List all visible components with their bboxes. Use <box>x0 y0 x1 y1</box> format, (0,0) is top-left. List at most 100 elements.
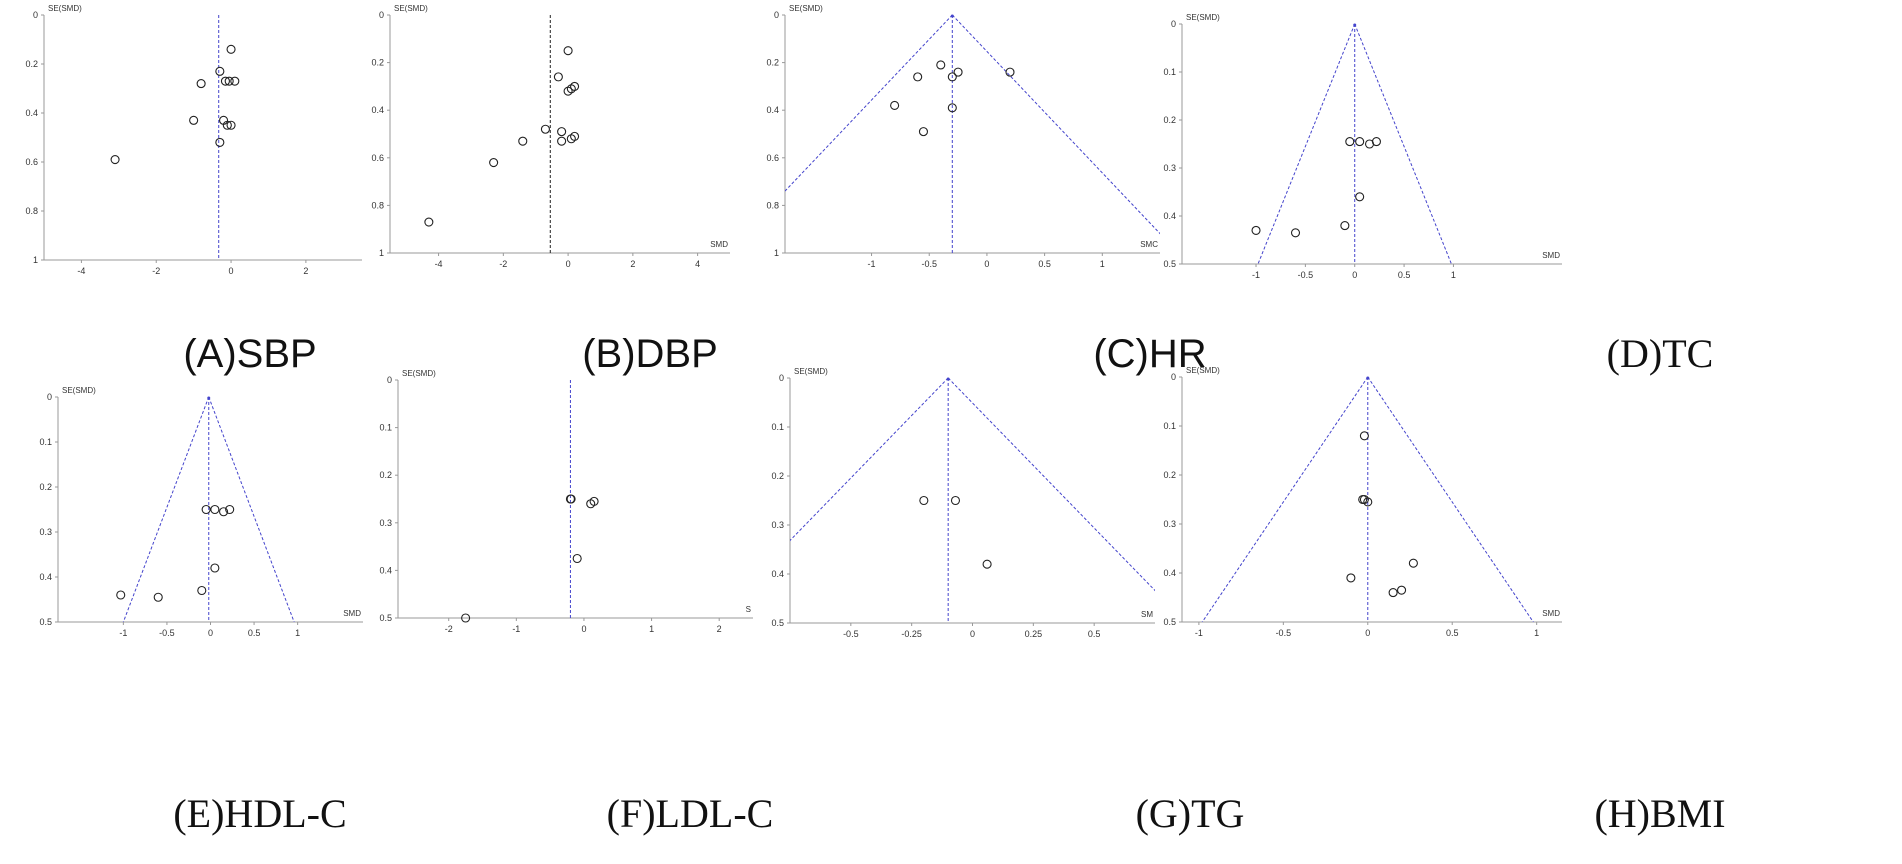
study-point <box>1408 558 1418 568</box>
funnel-left-boundary <box>122 397 210 622</box>
x-axis-label: S <box>746 605 751 614</box>
x-axis-label: SMD <box>710 240 728 249</box>
study-point <box>1359 431 1369 441</box>
study-point <box>950 495 961 506</box>
y-tick-label: 0.5 <box>1163 617 1176 627</box>
x-tick-label: 0.5 <box>1398 270 1411 280</box>
y-tick-label: 0.2 <box>379 470 392 480</box>
funnel-plot-b: 0 0.2 0.4 0.6 0.8 1 -4 -2 0 2 4 SE(SMD) SMD <box>371 4 730 269</box>
x-tick-label: 2 <box>630 259 635 269</box>
study-point <box>226 44 236 54</box>
study-point <box>1363 497 1373 507</box>
x-tick-label: 0.5 <box>1038 259 1051 269</box>
y-axis-label: SE(SMD) <box>1186 13 1220 22</box>
caption-h: (H)BMI <box>1594 791 1726 836</box>
x-tick-label: -0.5 <box>1276 628 1292 638</box>
y-tick-label: 0.1 <box>1163 421 1176 431</box>
study-point <box>936 60 946 70</box>
y-tick-label: 0.2 <box>766 58 779 68</box>
y-tick-label: 0.3 <box>379 518 392 528</box>
study-point <box>1346 573 1356 583</box>
funnel-left-boundary <box>785 15 953 192</box>
study-point <box>1371 137 1381 147</box>
y-tick-label: 0.4 <box>1163 211 1176 221</box>
x-axis-label: SMC <box>1140 240 1158 249</box>
funnel-right-boundary <box>208 397 295 622</box>
study-point <box>913 72 923 82</box>
study-point <box>215 66 225 76</box>
y-tick-label: 0.2 <box>371 58 384 68</box>
study-point <box>110 155 120 165</box>
x-tick-label: -1 <box>868 259 876 269</box>
study-point <box>197 585 207 596</box>
study-point <box>540 124 550 134</box>
study-point <box>557 127 567 137</box>
study-point <box>947 103 957 113</box>
y-tick-label: 1 <box>379 248 384 258</box>
funnel-plot-c: 0 0.2 0.4 0.6 0.8 1 -1 -0.5 0 0.5 1 SE(SMD) SMC <box>766 4 1160 269</box>
y-tick-label: 0.2 <box>1163 470 1176 480</box>
y-tick-label: 0.4 <box>371 105 384 115</box>
funnel-plot-e: 0 0.1 0.2 0.3 0.4 0.5 -1 -0.5 0 0.5 1 SE(SMD) SMD <box>39 386 363 638</box>
y-tick-label: 0 <box>387 375 392 385</box>
x-tick-label: 1 <box>1451 270 1456 280</box>
x-axis-label: SMD <box>343 609 361 618</box>
study-point <box>947 72 957 82</box>
study-point <box>557 136 567 146</box>
y-axis-label: SE(SMD) <box>62 386 96 395</box>
y-tick-label: 1 <box>33 255 38 265</box>
study-point <box>566 134 576 144</box>
x-tick-label: 0 <box>229 266 234 276</box>
funnel-plot-g: 0 0.1 0.2 0.3 0.4 0.5 -0.5 -0.25 0 0.25 0.5 SE(SMD)… <box>771 367 1155 639</box>
funnel-plot-d: 0 0.1 0.2 0.3 0.4 0.5 -1 -0.5 0 0.5 1 SE(SMD) SMD <box>1163 13 1562 280</box>
y-tick-label: 0.6 <box>766 153 779 163</box>
x-tick-label: -0.5 <box>921 259 937 269</box>
caption-a: (A)SBP <box>183 332 317 376</box>
study-point <box>153 592 163 602</box>
y-tick-label: 0.5 <box>1163 259 1176 269</box>
y-tick-label: 0 <box>1171 19 1176 29</box>
y-axis-label: SE(SMD) <box>402 369 436 378</box>
y-axis-label: SE(SMD) <box>394 4 428 13</box>
funnel-left-boundary <box>790 378 949 542</box>
study-point <box>566 494 576 504</box>
y-tick-label: 0.2 <box>771 471 784 481</box>
x-axis-label: SMD <box>1542 609 1560 618</box>
y-tick-label: 0.3 <box>39 527 52 537</box>
x-tick-label: -0.5 <box>159 628 175 638</box>
y-tick-label: 0.3 <box>1163 519 1176 529</box>
funnel-plot-h: 0 0.1 0.2 0.3 0.4 0.5 -1 -0.5 0 0.5 1 SE(SMD) SMD <box>1163 366 1562 638</box>
y-tick-label: 0 <box>47 392 52 402</box>
funnel-left-boundary <box>1257 24 1356 264</box>
study-point <box>589 496 599 506</box>
x-tick-label: -2 <box>152 266 160 276</box>
funnel-right-boundary <box>947 378 1155 592</box>
x-tick-label: -1 <box>1195 628 1203 638</box>
y-tick-label: 0 <box>379 10 384 20</box>
x-tick-label: -4 <box>77 266 85 276</box>
study-point <box>1345 137 1355 147</box>
study-point <box>201 504 211 515</box>
x-tick-label: 2 <box>303 266 308 276</box>
study-point <box>1388 588 1398 598</box>
funnel-plot-a: 0 0.2 0.4 0.6 0.8 1 -4 -2 0 2 SE(SMD) <box>25 4 362 276</box>
study-point <box>215 137 225 147</box>
y-tick-label: 0.4 <box>39 572 52 582</box>
y-tick-label: 0.6 <box>25 157 38 167</box>
study-point <box>219 507 229 517</box>
study-point <box>196 79 206 89</box>
study-point <box>953 67 963 77</box>
study-point <box>230 76 240 86</box>
funnel-left-boundary <box>1201 377 1369 622</box>
x-tick-label: -2 <box>445 624 453 634</box>
study-point <box>1397 585 1407 595</box>
caption-b: (B)DBP <box>582 332 718 376</box>
y-tick-label: 1 <box>774 248 779 258</box>
y-tick-label: 0.6 <box>371 153 384 163</box>
x-tick-label: -1 <box>119 628 127 638</box>
x-tick-label: 0 <box>208 628 213 638</box>
study-point <box>226 120 236 130</box>
y-tick-label: 0.1 <box>771 422 784 432</box>
study-point <box>1251 225 1261 235</box>
